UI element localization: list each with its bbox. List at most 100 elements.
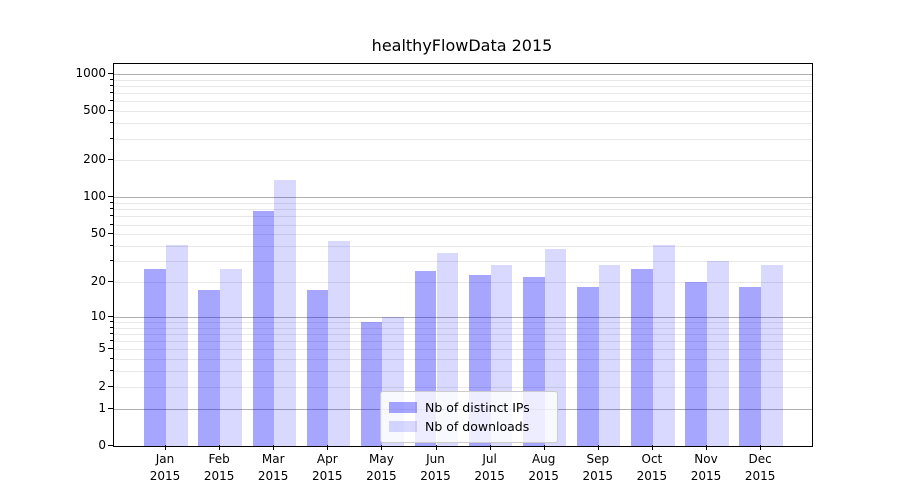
gridline-minor: [114, 282, 812, 283]
bar-downloads: [707, 261, 729, 446]
gridline-major: [114, 73, 812, 75]
gridline-minor: [114, 349, 812, 351]
gridline-minor: [114, 386, 812, 388]
gridline-minor: [114, 245, 812, 247]
y-tick-label: 50: [90, 226, 106, 241]
x-tick-label: Jul 2015: [474, 452, 505, 483]
plot-area: Nb of distinct IPs Nb of downloads: [113, 63, 813, 447]
y-tick-mark-minor: [110, 326, 113, 328]
bar-downloads: [598, 264, 621, 446]
y-tick-label: 2: [98, 378, 106, 393]
gridline-major: [114, 316, 812, 318]
gridline-minor: [114, 321, 812, 323]
x-tick-mark: [706, 445, 707, 450]
x-tick-mark: [597, 445, 599, 450]
y-tick-mark-minor: [110, 202, 113, 204]
y-tick-mark-minor: [110, 122, 113, 124]
legend-label-downloads: Nb of downloads: [425, 419, 530, 434]
gridline-minor: [114, 261, 812, 263]
bar-downloads: [220, 268, 242, 446]
y-tick-label: 500: [83, 103, 106, 118]
bars-layer: [114, 64, 812, 446]
legend-item-downloads: Nb of downloads: [389, 417, 547, 436]
x-tick-label: Aug 2015: [528, 452, 559, 483]
bar-downloads: [328, 241, 350, 446]
chart-title: healthyFlowData 2015: [371, 36, 553, 55]
bar-distinct-ips: [685, 282, 707, 446]
y-tick-mark: [108, 72, 113, 74]
x-tick-mark: [543, 445, 545, 450]
gridline-minor: [114, 160, 812, 162]
gridline-minor: [114, 224, 812, 226]
gridline-major: [114, 197, 812, 199]
bar-distinct-ips: [252, 211, 275, 446]
gridline-minor: [114, 123, 812, 125]
y-tick-mark-minor: [110, 92, 113, 94]
gridline-minor: [114, 203, 812, 205]
y-tick-mark-minor: [110, 320, 113, 322]
y-tick-mark-minor: [110, 332, 113, 334]
y-tick-mark-minor: [110, 358, 113, 360]
y-tick-mark-minor: [110, 215, 113, 217]
x-tick-label: Feb 2015: [203, 452, 235, 483]
x-tick-mark: [327, 445, 329, 450]
legend-swatch-distinct-ips: [389, 402, 417, 413]
x-tick-label: Jan 2015: [149, 452, 181, 483]
y-tick-mark-minor: [110, 244, 113, 246]
x-tick-mark: [165, 445, 166, 450]
bar-distinct-ips: [631, 268, 653, 446]
gridline-minor: [114, 333, 812, 335]
x-tick-mark: [760, 445, 762, 450]
x-tick-mark: [381, 445, 383, 450]
x-tick-mark: [219, 445, 221, 450]
x-tick-label: Jun 2015: [420, 452, 451, 483]
y-tick-mark-minor: [110, 208, 113, 210]
y-tick-mark-minor: [110, 370, 113, 372]
x-tick-mark: [489, 445, 491, 450]
gridline-minor: [114, 341, 812, 343]
bar-distinct-ips: [360, 322, 383, 446]
gridline-minor: [114, 111, 812, 113]
gridlines-layer: [114, 64, 812, 446]
x-tick-label: Oct 2015: [636, 452, 668, 483]
y-tick-label: 20: [90, 274, 106, 288]
y-tick-mark-minor: [110, 260, 113, 262]
bar-distinct-ips: [306, 290, 329, 446]
bar-distinct-ips: [198, 290, 221, 446]
gridline-minor: [114, 234, 812, 236]
bar-downloads: [274, 180, 296, 446]
y-tick-label: 5: [98, 341, 106, 356]
bar-distinct-ips: [739, 287, 762, 446]
x-tick-label: Dec 2015: [744, 452, 776, 483]
bar-downloads: [761, 264, 783, 446]
legend: Nb of distinct IPs Nb of downloads: [380, 391, 558, 443]
y-tick-mark: [108, 348, 113, 350]
gridline-minor: [114, 209, 812, 211]
y-tick-label: 1000: [75, 65, 106, 80]
gridline-minor: [114, 85, 812, 87]
y-tick-label: 1: [98, 400, 106, 415]
y-tick-label: 10: [90, 308, 106, 323]
y-tick-mark: [108, 445, 113, 446]
y-tick-mark-minor: [110, 100, 113, 102]
y-tick-mark-minor: [110, 78, 113, 80]
y-tick-mark: [108, 281, 113, 282]
legend-swatch-downloads: [389, 421, 417, 432]
y-tick-mark: [108, 110, 113, 112]
bar-downloads: [652, 244, 675, 446]
x-tick-label: Sep 2015: [582, 452, 614, 483]
y-tick-mark-minor: [110, 223, 113, 225]
y-tick-mark: [108, 159, 113, 161]
legend-item-distinct-ips: Nb of distinct IPs: [389, 398, 547, 417]
legend-label-distinct-ips: Nb of distinct IPs: [425, 400, 530, 415]
y-tick-label: 200: [83, 152, 106, 167]
gridline-minor: [114, 216, 812, 218]
y-tick-mark: [108, 385, 113, 387]
gridline-minor: [114, 327, 812, 329]
x-tick-label: Nov 2015: [690, 452, 722, 483]
x-tick-label: May 2015: [366, 452, 397, 483]
x-tick-mark: [651, 445, 653, 450]
y-tick-mark-minor: [110, 84, 113, 86]
bar-distinct-ips: [577, 287, 599, 446]
